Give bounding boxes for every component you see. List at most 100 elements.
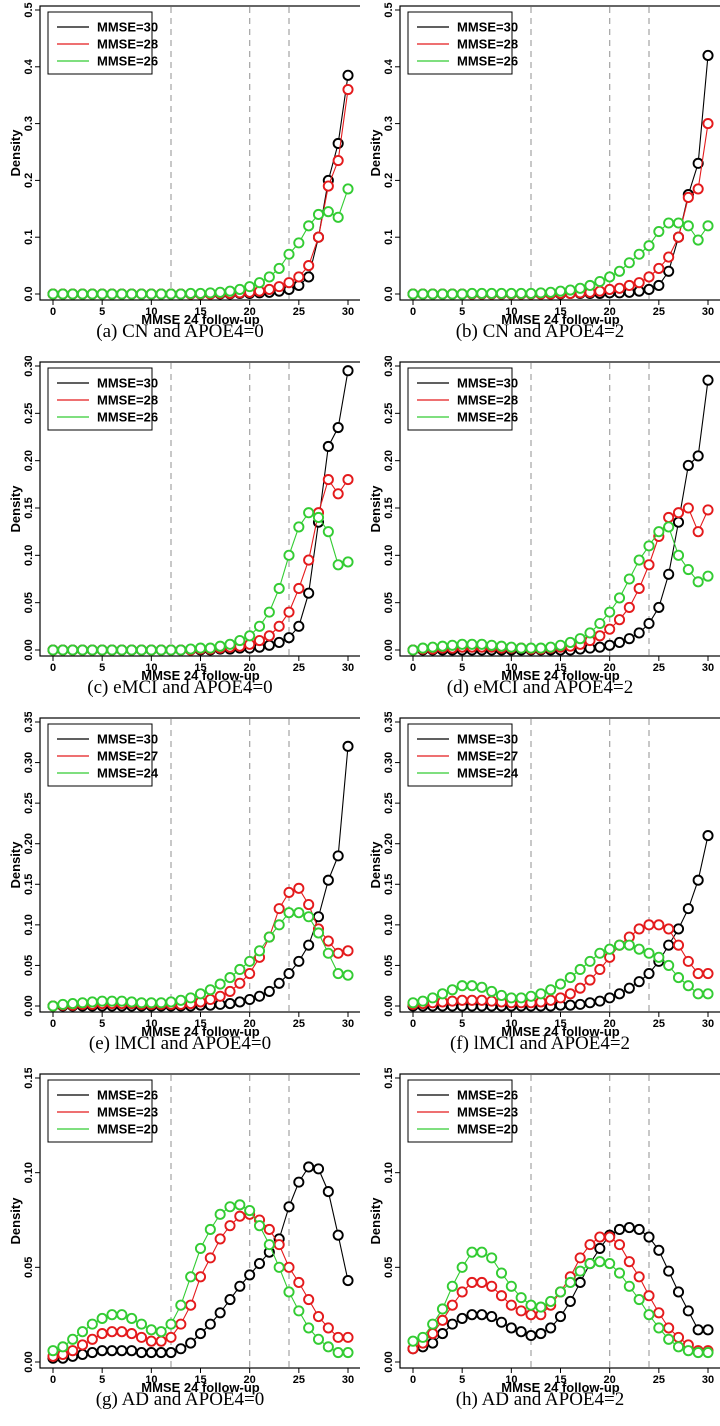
data-point [427, 992, 439, 1004]
data-point [594, 1231, 606, 1243]
data-point [244, 1204, 256, 1217]
data-point [476, 994, 488, 1006]
data-point [214, 1307, 226, 1319]
data-point [574, 982, 586, 994]
y-tick-label: 0.15 [23, 497, 35, 518]
data-point [234, 1210, 246, 1222]
x-tick-label: 25 [293, 662, 305, 674]
y-tick-label: 0.05 [383, 592, 395, 613]
data-point [663, 521, 675, 533]
data-point [165, 644, 177, 656]
density-chart: 0 5 10 15 20 25 30 0.00 0.05 0.10 0.15 0.20 0.25 0.30… [8, 356, 360, 683]
data-point [283, 1261, 295, 1273]
data-point [613, 1239, 626, 1251]
data-point [273, 262, 285, 274]
y-tick-label: 0.25 [23, 403, 35, 424]
data-point [682, 502, 694, 514]
data-point [672, 1341, 685, 1353]
data-point [185, 1299, 197, 1311]
data-point [643, 283, 655, 296]
data-point [273, 977, 285, 989]
data-point [342, 945, 354, 957]
data-point [505, 641, 517, 653]
data-point [663, 251, 675, 263]
data-point [427, 1337, 439, 1349]
data-point [283, 632, 295, 644]
density-chart: 0 5 10 15 20 25 30 0.00 0.05 0.10 0.15 MMSE 24 foll… [368, 1068, 720, 1395]
y-tick-label: 0.30 [383, 752, 395, 773]
x-tick-label: 10 [145, 306, 157, 318]
data-point [692, 450, 704, 462]
data-point [293, 521, 305, 533]
data-point [613, 265, 626, 277]
data-point [303, 1161, 315, 1173]
data-point [332, 967, 344, 980]
y-tick-label: 0.4 [23, 58, 35, 74]
data-point [76, 997, 89, 1009]
data-point [332, 421, 344, 434]
data-point [623, 1256, 635, 1268]
data-point [185, 287, 197, 299]
data-point [135, 1318, 148, 1330]
data-point [594, 947, 606, 959]
data-point [604, 1257, 616, 1270]
data-point [584, 997, 596, 1009]
data-point [554, 1286, 567, 1298]
data-point [175, 288, 187, 300]
data-point [145, 1324, 157, 1336]
data-point [204, 984, 216, 996]
data-point [293, 582, 305, 595]
data-point [692, 1346, 704, 1359]
data-point [332, 1346, 344, 1359]
data-point [342, 1275, 354, 1287]
data-point [692, 234, 704, 246]
x-tick-label: 30 [702, 306, 714, 318]
x-tick-label: 20 [244, 1018, 256, 1030]
data-point [702, 49, 714, 61]
data-point [613, 988, 626, 1000]
legend-box [47, 11, 153, 75]
x-tick-label: 0 [50, 1374, 56, 1386]
data-point [505, 287, 517, 299]
chart-panel: 0 5 10 15 20 25 30 0.00 0.05 0.10 0.15 0.20 0.25 0.30… [360, 712, 720, 1068]
panel-caption: (d) eMCI and APOE4=2 [446, 677, 634, 698]
data-point [545, 984, 557, 996]
data-point [303, 939, 315, 951]
data-point [604, 639, 616, 651]
y-tick-label: 0.10 [383, 1162, 395, 1183]
x-axis-label: MMSE 24 follow-up [141, 312, 260, 327]
legend-label: MMSE=28 [97, 37, 158, 52]
y-axis-label: Density [8, 129, 23, 177]
data-point [135, 644, 148, 656]
data-point [253, 277, 266, 289]
y-tick-label: 0.10 [23, 914, 35, 935]
data-point [574, 282, 586, 294]
data-point [342, 69, 354, 81]
x-tick-label: 5 [99, 662, 105, 674]
data-point [466, 1246, 478, 1258]
data-point [312, 231, 325, 243]
data-point [253, 620, 266, 632]
data-point [535, 287, 547, 299]
data-point [273, 281, 285, 293]
legend-label: MMSE=30 [97, 732, 158, 747]
data-point [466, 980, 478, 992]
data-point [682, 563, 694, 576]
data-point [594, 963, 606, 976]
y-tick-label: 0.35 [23, 712, 35, 733]
data-point [126, 1328, 138, 1340]
data-point [322, 440, 334, 453]
data-point [214, 1208, 226, 1220]
data-point [564, 988, 576, 1000]
data-point [283, 277, 295, 289]
data-point [106, 1326, 118, 1338]
data-point [96, 644, 108, 656]
x-tick-label: 25 [293, 1018, 305, 1030]
data-point [126, 1312, 138, 1325]
data-point [613, 1267, 626, 1279]
data-point [96, 995, 108, 1007]
data-point [283, 606, 295, 618]
data-point [604, 992, 616, 1004]
data-point [76, 644, 89, 656]
data-point [623, 939, 635, 951]
